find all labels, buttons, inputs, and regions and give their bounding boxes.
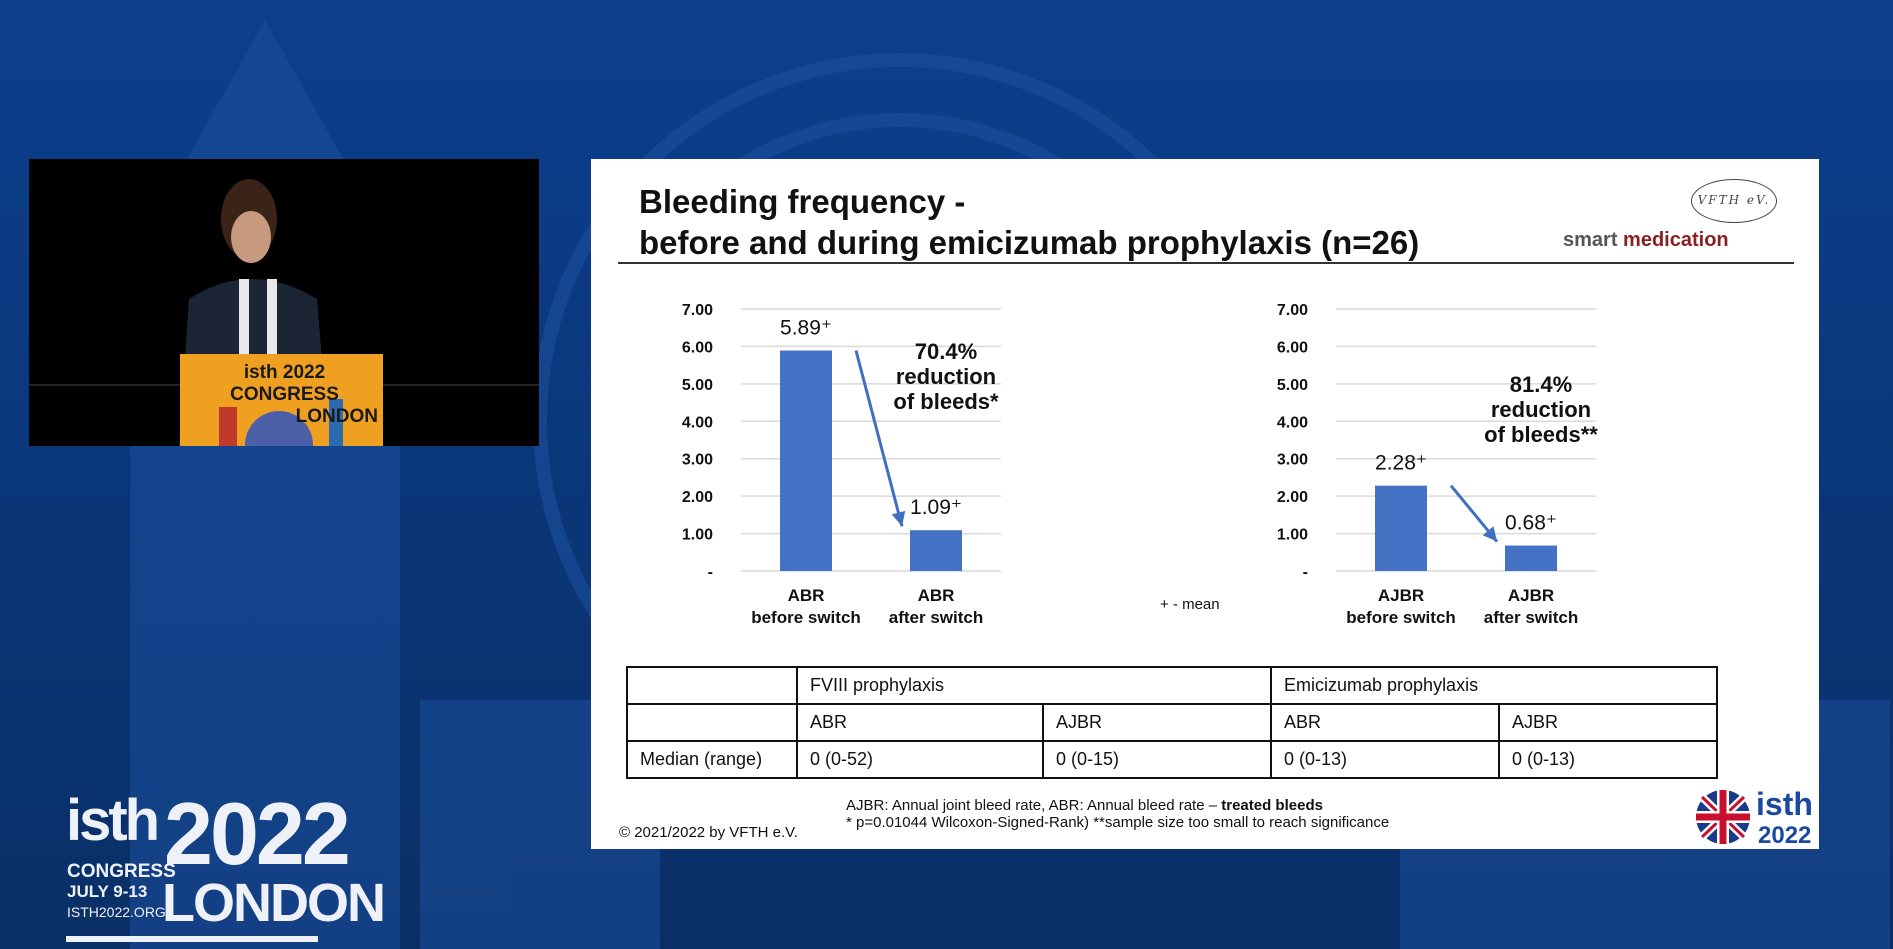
x-tick-label: before switch bbox=[1346, 608, 1456, 627]
y-tick-label: 6.00 bbox=[682, 339, 713, 356]
table-cell: AJBR bbox=[1042, 703, 1272, 742]
y-tick-label: 2.00 bbox=[1277, 489, 1308, 506]
slide-title-line1: Bleeding frequency - bbox=[639, 183, 966, 220]
footnote: AJBR: Annual joint bleed rate, ABR: Annu… bbox=[846, 797, 1389, 831]
table-cell: 0 (0-15) bbox=[1042, 740, 1272, 779]
bar bbox=[1375, 485, 1427, 571]
reduction-annotation: of bleeds** bbox=[1484, 422, 1598, 447]
reduction-annotation: 81.4% bbox=[1510, 372, 1572, 397]
reduction-annotation: 70.4% bbox=[915, 339, 977, 364]
y-tick-label: 2.00 bbox=[682, 489, 713, 506]
y-tick-label: - bbox=[708, 564, 713, 581]
table-cell bbox=[626, 666, 798, 705]
x-tick-label: before switch bbox=[751, 608, 861, 627]
corner-logo-isth: isth bbox=[1756, 786, 1813, 822]
y-tick-label: 4.00 bbox=[682, 414, 713, 431]
median-range-table: FVIII prophylaxis Emicizumab prophylaxis… bbox=[626, 666, 1718, 779]
slide-title-line2: before and during emicizumab prophylaxis… bbox=[639, 224, 1420, 261]
x-tick-label: ABR bbox=[788, 586, 825, 605]
x-tick-label: AJBR bbox=[1378, 586, 1424, 605]
footnote-line2: * p=0.01044 Wilcoxon-Signed-Rank) **samp… bbox=[846, 814, 1390, 831]
brand-medication: medication bbox=[1623, 229, 1729, 251]
table-cell: 0 (0-13) bbox=[1270, 740, 1500, 779]
table-cell: ABR bbox=[1270, 703, 1500, 742]
table-cell: Median (range) bbox=[626, 740, 798, 779]
bar bbox=[1505, 545, 1557, 571]
reduction-arrow-head bbox=[1482, 526, 1497, 542]
y-tick-label: 1.00 bbox=[1277, 527, 1308, 544]
data-label: 2.28⁺ bbox=[1375, 452, 1427, 475]
table-cell: 0 (0-52) bbox=[796, 740, 1044, 779]
uk-flag-icon bbox=[1696, 790, 1750, 844]
presentation-slide: Bleeding frequency - before and during e… bbox=[591, 159, 1819, 849]
podium-text: isth 2022 CONGRESS LONDON bbox=[187, 362, 382, 428]
data-label: 0.68⁺ bbox=[1505, 512, 1557, 535]
y-tick-label: 7.00 bbox=[682, 302, 713, 319]
table-row: ABR AJBR ABR AJBR bbox=[626, 703, 1718, 742]
y-tick-label: 7.00 bbox=[1277, 302, 1308, 319]
reduction-annotation: reduction bbox=[896, 364, 996, 389]
table-cell: AJBR bbox=[1498, 703, 1718, 742]
footnote-line1: AJBR: Annual joint bleed rate, ABR: Annu… bbox=[846, 797, 1389, 814]
x-tick-label: after switch bbox=[1484, 608, 1578, 627]
data-label: 1.09⁺ bbox=[910, 496, 962, 519]
isth-2022-corner-logo: isth 2022 bbox=[1696, 786, 1813, 849]
conf-logo-year: 2022 bbox=[164, 784, 351, 883]
bar bbox=[780, 350, 832, 571]
y-tick-label: - bbox=[1303, 564, 1308, 581]
table-cell bbox=[626, 703, 798, 742]
reduction-annotation: reduction bbox=[1491, 397, 1591, 422]
abr-bar-chart: - 1.00 2.00 3.00 4.00 5.00 6.00 7.00 5.89⁺ ABR bef… bbox=[682, 302, 1001, 627]
table-cell: FVIII prophylaxis bbox=[796, 666, 1272, 705]
table-cell: Emicizumab prophylaxis bbox=[1270, 666, 1718, 705]
reduction-arrow bbox=[854, 350, 904, 527]
y-tick-label: 3.00 bbox=[1277, 452, 1308, 469]
table-cell: 0 (0-13) bbox=[1498, 740, 1718, 779]
table-row: Median (range) 0 (0-52) 0 (0-15) 0 (0-13… bbox=[626, 740, 1718, 779]
reduction-arrow-head bbox=[891, 510, 906, 527]
slide-title: Bleeding frequency - before and during e… bbox=[639, 181, 1419, 263]
speaker-video: isth 2022 CONGRESS LONDON bbox=[29, 159, 539, 446]
conf-logo-underline bbox=[66, 936, 318, 942]
copyright: © 2021/2022 by VFTH e.V. bbox=[619, 824, 798, 841]
y-tick-label: 1.00 bbox=[682, 527, 713, 544]
title-divider bbox=[618, 262, 1794, 264]
conf-logo-city: LONDON bbox=[162, 873, 386, 933]
y-tick-label: 6.00 bbox=[1277, 339, 1308, 356]
x-tick-label: after switch bbox=[889, 608, 983, 627]
table-cell: ABR bbox=[796, 703, 1044, 742]
brand-smart: smart bbox=[1563, 229, 1618, 251]
y-tick-label: 3.00 bbox=[682, 452, 713, 469]
x-tick-label: ABR bbox=[918, 586, 955, 605]
conf-logo-dates: JULY 9-13 bbox=[67, 882, 148, 901]
data-label: 5.89⁺ bbox=[780, 317, 832, 340]
conf-logo-site: ISTH2022.ORG bbox=[67, 904, 166, 920]
speaker-video-frame bbox=[29, 159, 539, 446]
y-tick-label: 5.00 bbox=[1277, 377, 1308, 394]
ajbr-bar-chart: - 1.00 2.00 3.00 4.00 5.00 6.00 7.00 2.28⁺ AJBR be… bbox=[1277, 302, 1598, 627]
smart-medication-brand: smart medication bbox=[1563, 229, 1729, 252]
conf-logo-isth: isth bbox=[66, 788, 160, 853]
footnote-line1-plain: AJBR: Annual joint bleed rate, ABR: Annu… bbox=[846, 797, 1222, 814]
mean-legend-note: + - mean bbox=[1160, 596, 1220, 613]
y-tick-label: 4.00 bbox=[1277, 414, 1308, 431]
podium-line2: LONDON bbox=[295, 406, 378, 427]
corner-logo-year: 2022 bbox=[1758, 822, 1811, 849]
vfth-logo: VFTH eV. bbox=[1691, 179, 1777, 223]
conf-logo-congress: CONGRESS bbox=[67, 861, 176, 882]
bar bbox=[910, 530, 962, 571]
reduction-annotation: of bleeds* bbox=[893, 389, 999, 414]
footnote-line1-bold: treated bleeds bbox=[1221, 797, 1323, 814]
table-row: FVIII prophylaxis Emicizumab prophylaxis bbox=[626, 666, 1718, 705]
podium-line1: isth 2022 CONGRESS bbox=[230, 362, 339, 405]
isth-2022-conference-logo: isth 2022 CONGRESS JULY 9-13 ISTH2022.OR… bbox=[62, 788, 386, 945]
x-tick-label: AJBR bbox=[1508, 586, 1554, 605]
y-tick-label: 5.00 bbox=[682, 377, 713, 394]
